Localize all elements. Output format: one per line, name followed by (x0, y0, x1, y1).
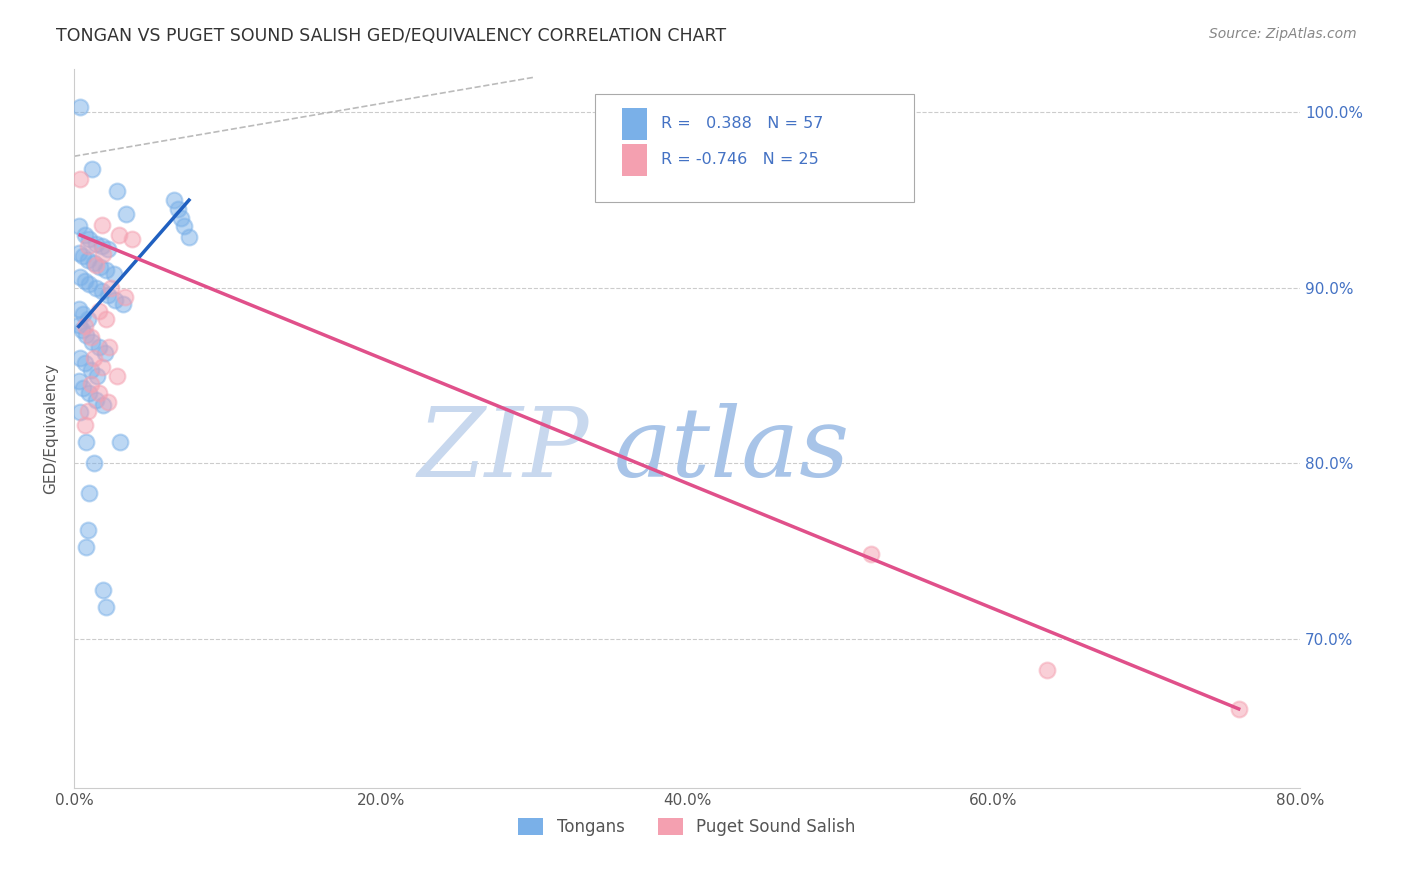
Point (75, 328, 97, 343)
Point (98, 341, 121, 355)
Point (97, 242, 120, 256)
Point (87, 341, 110, 355)
Point (67, 301, 90, 316)
Point (93, 345, 115, 359)
Point (70, 323, 93, 337)
Point (90, 359, 112, 374)
Point (97, 395, 120, 409)
Point (177, 230, 200, 244)
Point (82, 335, 104, 350)
Point (73, 274, 96, 288)
Point (79, 277, 101, 292)
Text: ZIP: ZIP (418, 403, 589, 497)
Text: R =   0.388   N = 57: R = 0.388 N = 57 (661, 117, 824, 131)
FancyBboxPatch shape (595, 94, 914, 202)
Point (72, 249, 94, 263)
Point (77, 312, 100, 326)
Point (80, 330, 103, 344)
Point (84, 393, 107, 408)
Point (84, 258, 107, 272)
Point (73, 417, 96, 432)
Point (90, 238, 112, 252)
Point (91, 247, 114, 261)
Point (73, 356, 96, 370)
Text: R = -0.746   N = 25: R = -0.746 N = 25 (661, 153, 820, 168)
Point (86, 368, 108, 383)
Point (67, 245, 90, 260)
Point (100, 281, 122, 295)
Point (67, 318, 90, 332)
Point (82, 161, 104, 176)
Point (80, 363, 103, 377)
Text: Source: ZipAtlas.com: Source: ZipAtlas.com (1209, 27, 1357, 41)
Point (96, 312, 118, 326)
Y-axis label: GED/Equivalency: GED/Equivalency (44, 363, 58, 493)
Point (104, 293, 127, 307)
Point (107, 228, 129, 243)
Point (170, 211, 193, 225)
Point (97, 288, 120, 302)
Point (96, 263, 118, 277)
Point (67, 219, 90, 234)
Point (75, 541, 97, 555)
Point (90, 218, 112, 232)
Point (69, 270, 91, 285)
Point (84, 281, 107, 295)
Point (83, 351, 105, 365)
Point (77, 523, 100, 537)
Point (80, 377, 103, 392)
Point (96, 600, 118, 615)
Point (69, 172, 91, 186)
Point (83, 256, 105, 270)
Point (1227, 702, 1250, 716)
Point (83, 456, 105, 470)
Point (72, 307, 94, 321)
Bar (621, 144, 647, 176)
Point (79, 486, 101, 500)
Point (75, 435, 97, 450)
Point (77, 403, 100, 417)
Point (84, 237, 107, 252)
Point (121, 232, 143, 246)
Point (73, 228, 96, 243)
Point (87, 386, 110, 401)
Point (115, 207, 138, 221)
Point (163, 193, 186, 207)
Point (173, 219, 195, 234)
Text: TONGAN VS PUGET SOUND SALISH GED/EQUIVALENCY CORRELATION CHART: TONGAN VS PUGET SOUND SALISH GED/EQUIVAL… (56, 27, 727, 45)
Point (69, 100, 91, 114)
Point (859, 548, 882, 562)
Point (79, 386, 101, 401)
Point (91, 398, 114, 412)
Point (91, 582, 114, 597)
Point (89, 260, 111, 274)
Point (90, 285, 112, 299)
Legend: Tongans, Puget Sound Salish: Tongans, Puget Sound Salish (510, 809, 865, 844)
Point (73, 319, 96, 334)
Point (77, 252, 100, 267)
Point (79, 232, 101, 246)
Point (112, 296, 135, 310)
Point (105, 368, 128, 383)
Point (103, 267, 125, 281)
Point (167, 202, 190, 216)
Point (1036, 663, 1059, 677)
Point (105, 184, 128, 198)
Bar (621, 108, 647, 140)
Point (114, 290, 136, 304)
Text: atlas: atlas (613, 403, 849, 497)
Point (72, 381, 94, 395)
Point (77, 238, 100, 252)
Point (67, 374, 90, 388)
Point (69, 351, 91, 365)
Point (87, 303, 110, 318)
Point (108, 435, 131, 450)
Point (69, 405, 91, 419)
